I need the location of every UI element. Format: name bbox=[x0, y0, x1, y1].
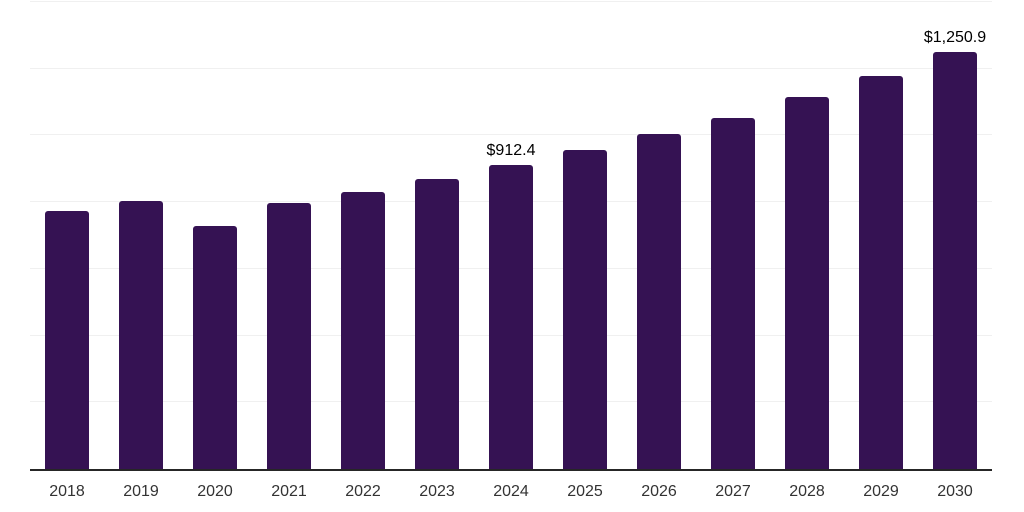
x-tick-2019: 2019 bbox=[123, 483, 159, 500]
x-tick-2020: 2020 bbox=[197, 483, 233, 500]
data-label-2030: $1,250.9 bbox=[923, 28, 987, 46]
bar-2027[interactable] bbox=[711, 117, 755, 469]
x-tick-2028: 2028 bbox=[789, 483, 825, 500]
x-tick-2030: 2030 bbox=[937, 483, 973, 500]
x-axis-line bbox=[30, 469, 992, 471]
bar-2030[interactable] bbox=[933, 51, 977, 469]
x-tick-2029: 2029 bbox=[863, 483, 899, 500]
x-tick-2022: 2022 bbox=[345, 483, 381, 500]
x-axis: 2018 2019 2020 2021 2022 2023 2024 2025 2026 2027… bbox=[30, 481, 992, 503]
bar-2025[interactable] bbox=[563, 150, 607, 469]
bar-2023[interactable] bbox=[415, 179, 459, 469]
bar-2029[interactable] bbox=[859, 75, 903, 469]
x-tick-2026: 2026 bbox=[641, 483, 677, 500]
x-tick-2024: 2024 bbox=[493, 483, 529, 500]
x-tick-2021: 2021 bbox=[271, 483, 307, 500]
x-tick-2025: 2025 bbox=[567, 483, 603, 500]
data-label-2024: $912.4 bbox=[486, 141, 536, 159]
bar-2020[interactable] bbox=[193, 225, 237, 469]
bar-2021[interactable] bbox=[267, 203, 311, 469]
plot-area: $912.4 $1,250.9 bbox=[30, 0, 992, 471]
bar-2019[interactable] bbox=[119, 201, 163, 469]
x-tick-2027: 2027 bbox=[715, 483, 751, 500]
gridline bbox=[30, 67, 992, 69]
gridline bbox=[30, 134, 992, 136]
bar-2022[interactable] bbox=[341, 192, 385, 469]
bar-2028[interactable] bbox=[785, 96, 829, 469]
x-tick-2018: 2018 bbox=[49, 483, 85, 500]
x-tick-2023: 2023 bbox=[419, 483, 455, 500]
bar-2018[interactable] bbox=[45, 211, 89, 469]
bar-2026[interactable] bbox=[637, 134, 681, 469]
gridline bbox=[30, 1, 992, 2]
bar-2024[interactable] bbox=[489, 164, 533, 469]
